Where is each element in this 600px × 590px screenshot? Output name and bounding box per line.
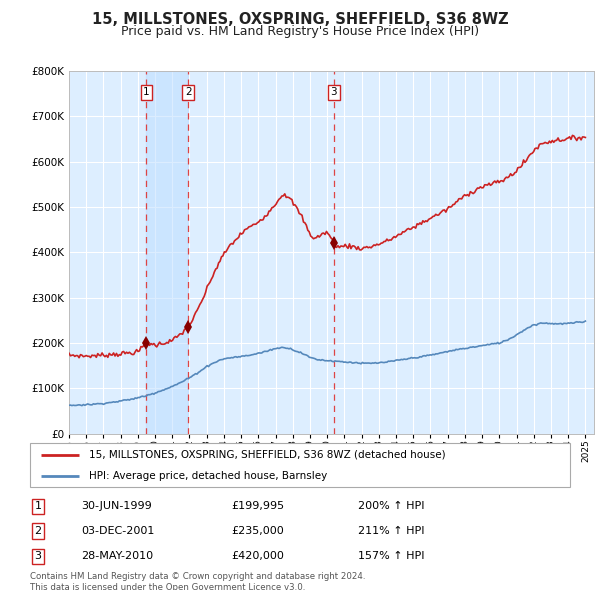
Text: 03-DEC-2001: 03-DEC-2001 — [81, 526, 154, 536]
Text: 2: 2 — [185, 87, 191, 97]
Text: 1: 1 — [143, 87, 150, 97]
Text: 1: 1 — [34, 502, 41, 512]
Text: £199,995: £199,995 — [231, 502, 284, 512]
Text: 15, MILLSTONES, OXSPRING, SHEFFIELD, S36 8WZ (detached house): 15, MILLSTONES, OXSPRING, SHEFFIELD, S36… — [89, 450, 446, 460]
Text: 3: 3 — [331, 87, 337, 97]
Text: Price paid vs. HM Land Registry's House Price Index (HPI): Price paid vs. HM Land Registry's House … — [121, 25, 479, 38]
Text: 211% ↑ HPI: 211% ↑ HPI — [358, 526, 424, 536]
Text: HPI: Average price, detached house, Barnsley: HPI: Average price, detached house, Barn… — [89, 471, 328, 481]
Text: 15, MILLSTONES, OXSPRING, SHEFFIELD, S36 8WZ: 15, MILLSTONES, OXSPRING, SHEFFIELD, S36… — [92, 12, 508, 27]
Text: 157% ↑ HPI: 157% ↑ HPI — [358, 551, 424, 561]
Text: £235,000: £235,000 — [231, 526, 284, 536]
FancyBboxPatch shape — [30, 442, 570, 487]
Text: 30-JUN-1999: 30-JUN-1999 — [81, 502, 152, 512]
Text: 3: 3 — [34, 551, 41, 561]
Text: £420,000: £420,000 — [231, 551, 284, 561]
Text: 200% ↑ HPI: 200% ↑ HPI — [358, 502, 424, 512]
Text: 2: 2 — [34, 526, 41, 536]
Text: 28-MAY-2010: 28-MAY-2010 — [81, 551, 153, 561]
Text: Contains HM Land Registry data © Crown copyright and database right 2024.
This d: Contains HM Land Registry data © Crown c… — [30, 572, 365, 590]
Bar — [146, 71, 188, 434]
